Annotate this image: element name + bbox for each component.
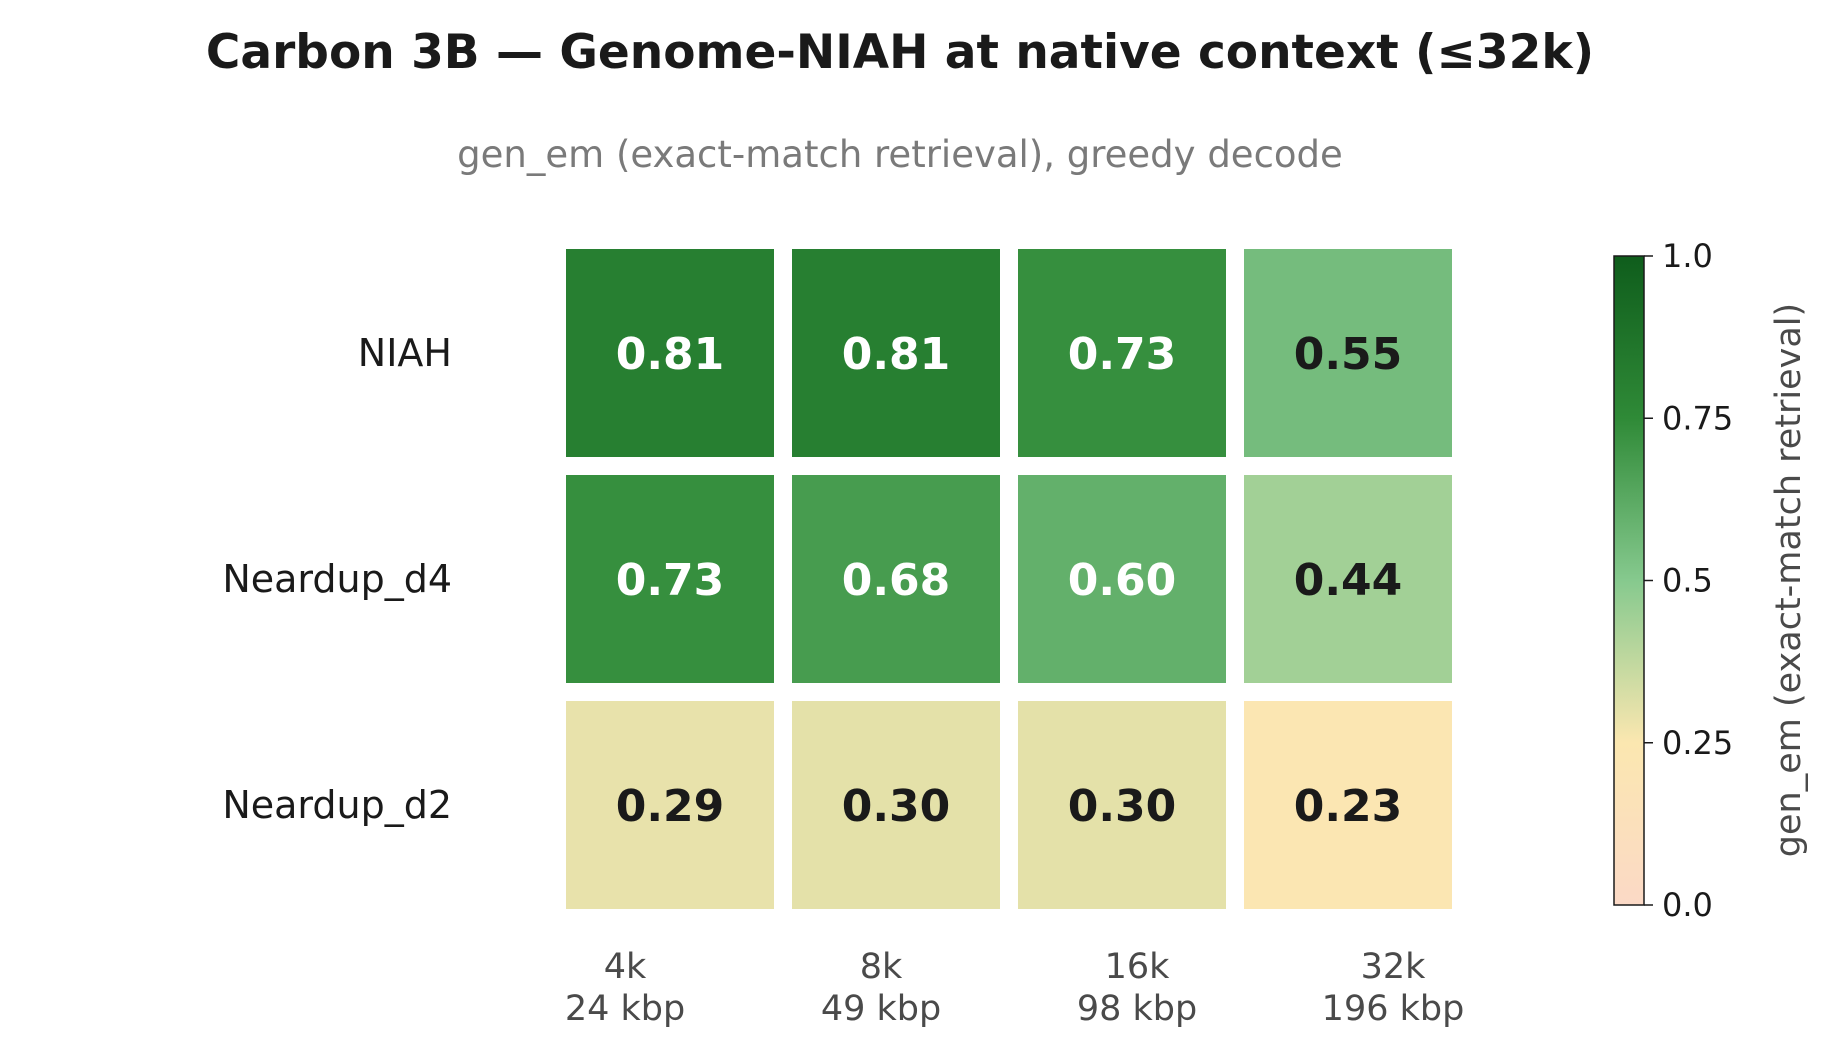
cell-value-label: 0.44	[1294, 555, 1403, 606]
colorbar-tick-label: 0.0	[1662, 886, 1713, 924]
heatmap-cell	[1244, 249, 1452, 457]
cell-value-label: 0.29	[616, 781, 725, 832]
cell-value-label: 0.81	[842, 329, 951, 380]
row-labels: NIAH Neardup_d4 Neardup_d2	[222, 331, 452, 827]
heatmap-cell	[1018, 701, 1226, 909]
colorbar-gradient	[1613, 255, 1645, 906]
heatmap-cell	[566, 475, 774, 683]
heatmap-cell	[792, 475, 1000, 683]
column-label-context: 16k	[1105, 947, 1171, 987]
heatmap-cell	[1244, 701, 1452, 909]
column-label-context: 32k	[1361, 947, 1427, 987]
heatmap-cell	[1018, 249, 1226, 457]
colorbar-tick-label: 1.0	[1662, 237, 1713, 275]
heatmap-cell	[1018, 475, 1226, 683]
cell-value-label: 0.68	[842, 555, 951, 606]
row-label: Neardup_d2	[222, 783, 452, 827]
heatmap-cell	[566, 701, 774, 909]
heatmap-cell	[566, 249, 774, 457]
cell-value-label: 0.30	[842, 781, 951, 832]
colorbar: 0.0 0.25 0.5 0.75 1.0 gen_em (exact-match re…	[1613, 237, 1809, 924]
cell-value-label: 0.60	[1068, 555, 1177, 606]
cell-value-label: 0.23	[1294, 781, 1403, 832]
column-label-context: 4k	[604, 947, 647, 987]
colorbar-tick-label: 0.75	[1662, 399, 1733, 437]
cell-value-label: 0.55	[1294, 329, 1403, 380]
heatmap-cells: 0.81 0.81 0.73 0.55 0.73 0.68 0.60 0.44 0.29 0.30…	[566, 249, 1452, 909]
column-label-length: 196 kbp	[1322, 989, 1465, 1029]
column-label-length: 24 kbp	[565, 989, 685, 1029]
colorbar-label: gen_em (exact-match retrieval)	[1769, 303, 1809, 857]
cell-value-label: 0.30	[1068, 781, 1177, 832]
heatmap-cell	[792, 701, 1000, 909]
heatmap-cell	[1244, 475, 1452, 683]
cell-value-label: 0.81	[616, 329, 725, 380]
row-label: NIAH	[358, 331, 452, 375]
colorbar-tick-label: 0.25	[1662, 724, 1733, 762]
chart-title: Carbon 3B — Genome-NIAH at native contex…	[206, 25, 1594, 80]
column-label-context: 8k	[860, 947, 903, 987]
column-label-length: 98 kbp	[1077, 989, 1197, 1029]
colorbar-ticks: 0.0 0.25 0.5 0.75 1.0	[1644, 237, 1733, 924]
cell-value-label: 0.73	[1068, 329, 1177, 380]
cell-value-label: 0.73	[616, 555, 725, 606]
colorbar-tick-label: 0.5	[1662, 562, 1713, 600]
column-label-length: 49 kbp	[821, 989, 941, 1029]
row-label: Neardup_d4	[222, 557, 452, 601]
heatmap-cell	[792, 249, 1000, 457]
chart-subtitle: gen_em (exact-match retrieval), greedy d…	[457, 133, 1343, 176]
